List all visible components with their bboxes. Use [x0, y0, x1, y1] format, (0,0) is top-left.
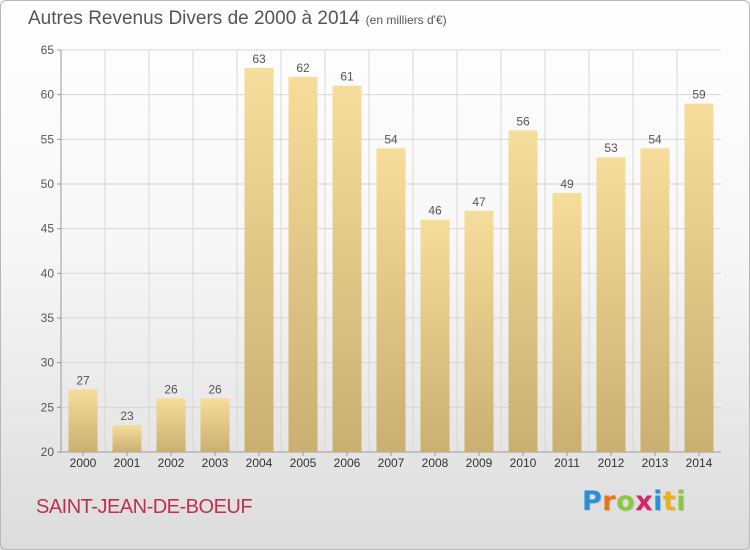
x-tick-label: 2009 [466, 456, 493, 470]
logo-letter: o [616, 486, 636, 517]
bars [68, 67, 714, 453]
bar-value-label: 23 [120, 409, 134, 423]
bar [112, 425, 142, 452]
logo-letter: x [635, 486, 654, 517]
bar [464, 210, 494, 452]
bar [640, 148, 670, 452]
x-tick-label: 2011 [554, 456, 580, 470]
x-tick-label: 2005 [290, 456, 317, 470]
logo-letter: i [653, 486, 663, 517]
y-tick-label: 35 [41, 311, 55, 325]
x-tick-label: 2012 [598, 456, 625, 470]
x-tick-label: 2006 [334, 456, 361, 470]
x-tick-label: 2007 [378, 456, 405, 470]
bar-value-label: 47 [472, 195, 486, 209]
bar [332, 85, 362, 452]
y-tick-label: 25 [41, 400, 55, 414]
proxiti-logo: Proxiti [582, 486, 686, 517]
x-tick-label: 2014 [686, 456, 713, 470]
y-tick-label: 40 [41, 266, 55, 280]
bar-value-label: 59 [692, 88, 706, 102]
bar-value-label: 56 [516, 114, 530, 128]
bar [68, 389, 98, 452]
bar [508, 130, 538, 452]
y-tick-label: 20 [41, 445, 55, 459]
chart-title-text: Autres Revenus Divers de 2000 à 2014 [28, 8, 360, 29]
bar [596, 157, 626, 452]
x-tick-label: 2000 [70, 456, 97, 470]
logo-letter: P [582, 486, 603, 517]
x-tick-label: 2003 [202, 456, 229, 470]
bar-value-label: 46 [428, 204, 442, 218]
bar [156, 398, 186, 452]
bar-value-label: 26 [208, 382, 222, 396]
bar-value-label: 61 [340, 70, 354, 84]
bar [552, 192, 582, 452]
y-tick-label: 55 [41, 132, 55, 146]
logo-letter: t [662, 486, 677, 517]
bar-value-label: 26 [164, 382, 178, 396]
logo-letter: i [676, 486, 687, 517]
y-tick-label: 30 [41, 356, 55, 370]
y-tick-label: 60 [41, 88, 55, 102]
bar [244, 67, 274, 452]
x-tick-label: 2008 [422, 456, 449, 470]
x-tick-label: 2001 [114, 456, 141, 470]
bar-value-label: 54 [648, 132, 662, 146]
bar-value-label: 49 [560, 177, 574, 191]
y-tick-label: 50 [41, 177, 55, 191]
bar [200, 398, 230, 452]
logo-letter: r [602, 486, 617, 517]
x-tick-label: 2010 [510, 456, 537, 470]
bar [684, 103, 714, 452]
y-tick-label: 45 [41, 222, 55, 236]
bar [288, 76, 318, 453]
location-name: SAINT-JEAN-DE-BOEUF [36, 496, 253, 518]
x-tick-label: 2002 [158, 456, 185, 470]
data-labels: 27 23 26 26 63 62 61 54 46 47 56 49 53 54 59 [76, 52, 706, 423]
y-tick-label: 65 [41, 43, 55, 57]
bar-value-label: 27 [76, 373, 90, 387]
bar [376, 148, 406, 452]
bar [420, 219, 450, 452]
bar-value-label: 63 [252, 52, 266, 66]
x-tick-label: 2013 [642, 456, 669, 470]
bar-value-label: 54 [384, 132, 398, 146]
chart-subtitle: (en milliers d'€) [365, 13, 447, 27]
chart-title: Autres Revenus Divers de 2000 à 2014 (en … [28, 8, 447, 30]
bar-value-label: 62 [296, 61, 310, 75]
bar-value-label: 53 [604, 141, 618, 155]
x-tick-label: 2004 [246, 456, 273, 470]
